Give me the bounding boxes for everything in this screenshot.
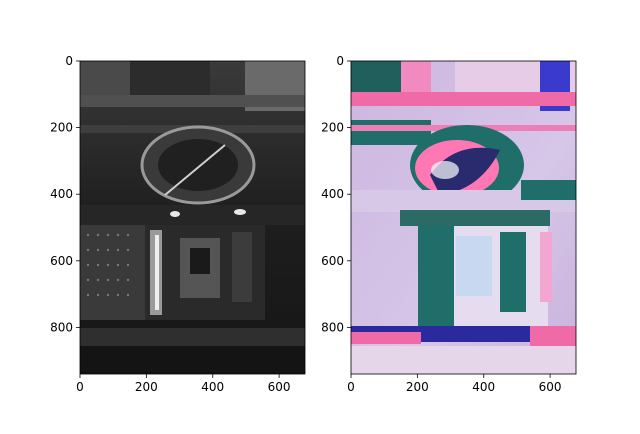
- right-x-tick-label-600: 600: [539, 380, 562, 394]
- right-y-tick-label-600: 600: [321, 254, 344, 268]
- right-x-tick-label-0: 0: [347, 380, 355, 394]
- left-y-tick-label-800: 800: [50, 320, 73, 334]
- left-y-tick-label-400: 400: [50, 187, 73, 201]
- left-x-tick-label-400: 400: [201, 380, 224, 394]
- right-y-tick-label-800: 800: [321, 320, 344, 334]
- left-axes-frame: [79, 60, 306, 375]
- right-axes-frame: [350, 60, 577, 375]
- right-image-panel: 0 200 400 600 0 200 400 600 800: [321, 54, 577, 394]
- right-y-tick-label-0: 0: [336, 54, 344, 68]
- left-x-tick-label-600: 600: [268, 380, 291, 394]
- right-y-tick-label-400: 400: [321, 187, 344, 201]
- left-x-tick-label-200: 200: [135, 380, 158, 394]
- left-image-panel: 0 200 400 600 0 200 400 600 800: [50, 54, 306, 394]
- left-image: [80, 61, 305, 374]
- right-x-tick-label-200: 200: [406, 380, 429, 394]
- left-y-tick-label-600: 600: [50, 254, 73, 268]
- left-axis: 0 200 400 600 0 200 400 600 800: [50, 54, 290, 394]
- right-y-tick-label-200: 200: [321, 121, 344, 135]
- right-x-tick-label-400: 400: [472, 380, 495, 394]
- left-y-tick-label-0: 0: [65, 54, 73, 68]
- left-y-tick-label-200: 200: [50, 121, 73, 135]
- left-x-tick-label-0: 0: [76, 380, 84, 394]
- right-axis: 0 200 400 600 0 200 400 600 800: [321, 54, 561, 394]
- right-image: [351, 61, 576, 374]
